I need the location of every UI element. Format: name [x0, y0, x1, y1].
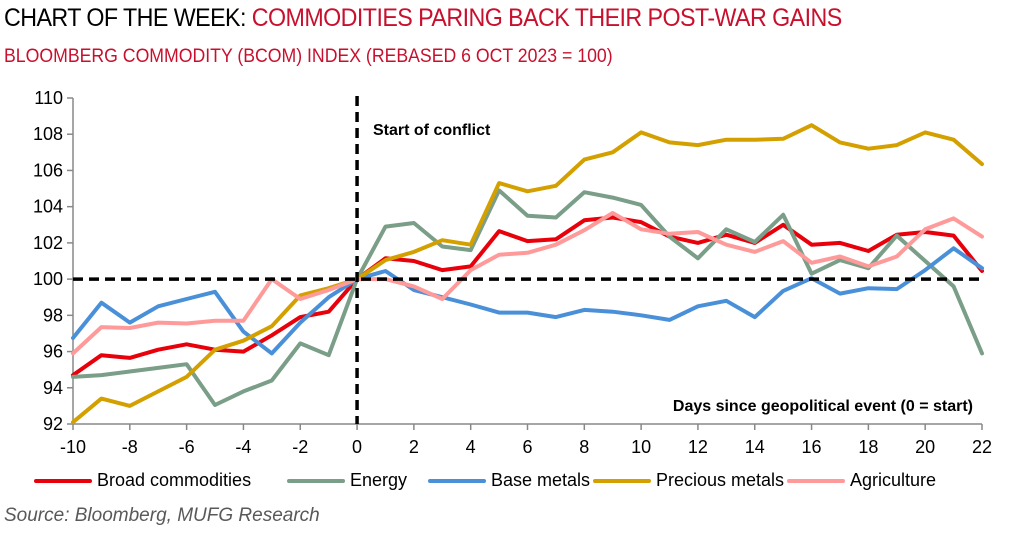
legend-label: Energy: [350, 470, 408, 490]
x-tick-label: 0: [352, 437, 362, 457]
x-tick-label: -6: [179, 437, 195, 457]
chart-title: CHART OF THE WEEK: COMMODITIES PARING BA…: [4, 4, 842, 33]
legend-label: Broad commodities: [97, 470, 252, 490]
x-axis-title: Days since geopolitical event (0 = start…: [673, 398, 973, 415]
legend-item-precious-metals: Precious metals: [593, 470, 784, 491]
y-tick-label: 104: [33, 197, 63, 217]
chart-subtitle: BLOOMBERG COMMODITY (BCOM) INDEX (REBASE…: [4, 46, 613, 67]
y-tick-label: 94: [43, 378, 63, 398]
y-tick-label: 110: [34, 88, 63, 108]
legend-item-broad-commodities: Broad commodities: [34, 470, 251, 491]
x-tick-label: 4: [466, 437, 476, 457]
y-tick-label: 102: [33, 233, 63, 253]
x-tick-label: 16: [802, 437, 822, 457]
y-tick-label: 92: [43, 414, 63, 434]
x-tick-label: -4: [235, 437, 251, 457]
y-tick-label: 98: [43, 305, 63, 325]
legend-swatch: [34, 478, 92, 483]
legend-item-energy: Energy: [287, 470, 407, 491]
legend: Broad commodities Energy Base metals Precio…: [0, 470, 1022, 494]
x-tick-label: 14: [745, 437, 765, 457]
y-tick-label: 106: [33, 160, 63, 180]
series-line-base-metals: [71, 246, 984, 356]
legend-swatch: [593, 478, 651, 483]
x-tick-label: -2: [292, 437, 308, 457]
x-tick-label: 18: [858, 437, 878, 457]
legend-label: Base metals: [491, 470, 591, 490]
legend-label: Agriculture: [850, 470, 937, 490]
x-tick-label: 8: [579, 437, 589, 457]
y-tick-label: 108: [33, 124, 63, 144]
legend-swatch: [428, 478, 486, 483]
x-tick-label: -10: [60, 437, 86, 457]
legend-item-agriculture: Agriculture: [787, 470, 936, 491]
x-tick-label: 22: [972, 437, 992, 457]
source-note: Source: Bloomberg, MUFG Research: [4, 505, 320, 526]
chart-title-main: COMMODITIES PARING BACK THEIR POST-WAR G…: [251, 4, 842, 32]
legend-swatch: [787, 478, 845, 483]
x-tick-label: 20: [915, 437, 935, 457]
x-tick-label: 6: [522, 437, 532, 457]
y-tick-label: 96: [43, 342, 63, 362]
legend-label: Precious metals: [656, 470, 785, 490]
y-tick-label: 100: [33, 269, 63, 289]
x-tick-label: 2: [409, 437, 419, 457]
x-tick-label: 12: [688, 437, 708, 457]
series-line-broad-commodities: [71, 215, 984, 378]
x-tick-label: -8: [122, 437, 138, 457]
series-lines: [71, 123, 984, 425]
legend-item-base-metals: Base metals: [428, 470, 590, 491]
start-of-conflict-label: Start of conflict: [373, 122, 491, 139]
legend-swatch: [287, 478, 345, 483]
series-line-agriculture: [71, 211, 984, 356]
series-line-energy: [71, 188, 984, 407]
reference-lines-overlay: [73, 96, 982, 424]
series-line-precious-metals: [71, 123, 984, 425]
x-tick-label: 10: [631, 437, 651, 457]
chart-title-prefix: CHART OF THE WEEK:: [4, 4, 252, 32]
